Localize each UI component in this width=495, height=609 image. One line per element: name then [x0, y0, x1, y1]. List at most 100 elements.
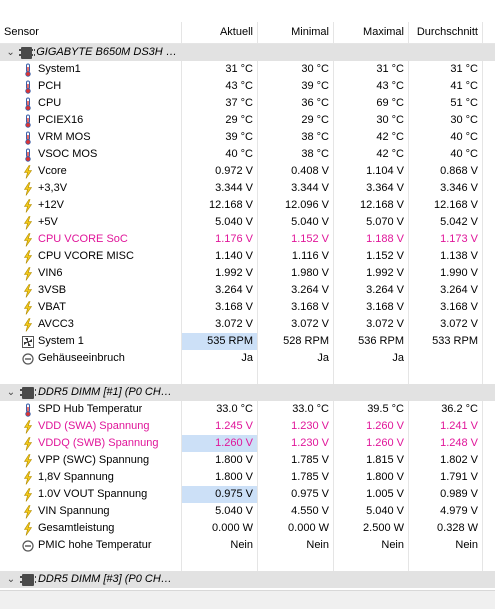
column-header-current[interactable]: Aktuell: [182, 22, 258, 43]
sensor-row[interactable]: CPU 37 °C 36 °C 69 °C 51 °C: [0, 95, 495, 112]
value-average: 1.802 V: [409, 452, 483, 469]
sensor-row[interactable]: 1,8V Spannung 1.800 V 1.785 V 1.800 V 1.791 …: [0, 469, 495, 486]
value-current: 40 °C: [182, 146, 258, 163]
column-header-sensor[interactable]: Sensor: [0, 22, 182, 43]
value-minimum: 4.550 V: [258, 503, 334, 520]
sensor-row[interactable]: Gehäuseeinbruch Ja Ja Ja: [0, 350, 495, 367]
group-empty-cell: [409, 571, 483, 588]
group-empty-cell: [182, 384, 258, 401]
value-minimum: 12.096 V: [258, 197, 334, 214]
sensor-row[interactable]: CPU VCORE MISC 1.140 V 1.116 V 1.152 V 1.138…: [0, 248, 495, 265]
value-maximum: 1.152 V: [334, 248, 409, 265]
sensor-row[interactable]: Gesamtleistung 0.000 W 0.000 W 2.500 W 0.328…: [0, 520, 495, 537]
value-average: 36.2 °C: [409, 401, 483, 418]
value-current: 12.168 V: [182, 197, 258, 214]
column-header-average[interactable]: Durchschnitt: [409, 22, 483, 43]
value-maximum: 69 °C: [334, 95, 409, 112]
horizontal-scrollbar[interactable]: [0, 590, 495, 609]
sensor-name-cell: PMIC hohe Temperatur: [0, 537, 182, 554]
value-maximum: 30 °C: [334, 112, 409, 129]
spacer-cell: [334, 367, 409, 384]
group-empty-cell: [334, 571, 409, 588]
sensor-name-cell: PCH: [0, 78, 182, 95]
spacer-cell: [0, 554, 182, 571]
sensor-label: +3,3V: [38, 182, 68, 194]
sensor-name-cell: CPU VCORE SoC: [0, 231, 182, 248]
group-title: GIGABYTE B650M DS3H (IT...: [36, 46, 177, 58]
sensor-row[interactable]: Vcore 0.972 V 0.408 V 1.104 V 0.868 V: [0, 163, 495, 180]
sensor-name-cell: Gehäuseeinbruch: [0, 350, 182, 367]
group-label-cell: ⌄ DDR5 DIMM [#3] (P0 CHA...: [0, 571, 182, 588]
value-minimum: 1.980 V: [258, 265, 334, 282]
sensor-name-cell: VSOC MOS: [0, 146, 182, 163]
sensor-row[interactable]: VRM MOS 39 °C 38 °C 42 °C 40 °C: [0, 129, 495, 146]
sensor-row[interactable]: VIN Spannung 5.040 V 4.550 V 5.040 V 4.979 V: [0, 503, 495, 520]
value-average: 1.248 V: [409, 435, 483, 452]
value-minimum: 3.072 V: [258, 316, 334, 333]
sensor-group-row[interactable]: ⌄ DDR5 DIMM [#1] (P0 CHA...: [0, 384, 495, 401]
sensor-row[interactable]: PCH 43 °C 39 °C 43 °C 41 °C: [0, 78, 495, 95]
value-minimum: 29 °C: [258, 112, 334, 129]
chevron-down-icon[interactable]: ⌄: [6, 574, 16, 585]
lightning-icon: [22, 266, 34, 281]
sensor-row[interactable]: PCIEX16 29 °C 29 °C 30 °C 30 °C: [0, 112, 495, 129]
sensor-row[interactable]: VIN6 1.992 V 1.980 V 1.992 V 1.990 V: [0, 265, 495, 282]
value-average: 3.346 V: [409, 180, 483, 197]
chip-icon: [19, 386, 36, 399]
sensor-row[interactable]: System 1 535 RPM 528 RPM 536 RPM 533 RPM: [0, 333, 495, 350]
chip-icon: [19, 46, 36, 59]
value-current: 1.260 V: [182, 435, 258, 452]
sensor-row[interactable]: CPU VCORE SoC 1.176 V 1.152 V 1.188 V 1.173 …: [0, 231, 495, 248]
sensor-row[interactable]: SPD Hub Temperatur 33.0 °C 33.0 °C 39.5 °C 3…: [0, 401, 495, 418]
value-current: 1.245 V: [182, 418, 258, 435]
column-header-minimum[interactable]: Minimal: [258, 22, 334, 43]
column-header-row: Sensor Aktuell Minimal Maximal Durchschn…: [0, 22, 495, 44]
sensor-group-row[interactable]: ⌄ DDR5 DIMM [#3] (P0 CHA...: [0, 571, 495, 588]
value-maximum: 1.260 V: [334, 435, 409, 452]
sensor-name-cell: Vcore: [0, 163, 182, 180]
sensor-label: VIN6: [38, 267, 63, 279]
value-minimum: 1.230 V: [258, 435, 334, 452]
sensor-row[interactable]: VDDQ (SWB) Spannung 1.260 V 1.230 V 1.260 V…: [0, 435, 495, 452]
spacer-cell: [182, 554, 258, 571]
sensor-label: VDDQ (SWB) Spannung: [38, 437, 159, 449]
sensor-label: VSOC MOS: [38, 148, 98, 160]
sensor-row[interactable]: PMIC hohe Temperatur Nein Nein Nein Nein: [0, 537, 495, 554]
thermometer-icon: [22, 114, 34, 128]
value-average: 0.868 V: [409, 163, 483, 180]
sensor-name-cell: +3,3V: [0, 180, 182, 197]
sensor-name-cell: +12V: [0, 197, 182, 214]
value-minimum: 5.040 V: [258, 214, 334, 231]
lightning-icon: [22, 215, 34, 230]
chevron-down-icon[interactable]: ⌄: [6, 387, 16, 398]
sensor-row[interactable]: System1 31 °C 30 °C 31 °C 31 °C: [0, 61, 495, 78]
chevron-down-icon[interactable]: ⌄: [6, 47, 15, 58]
spacer-cell: [182, 367, 258, 384]
value-minimum: Ja: [258, 350, 334, 367]
sensor-row[interactable]: +3,3V 3.344 V 3.344 V 3.364 V 3.346 V: [0, 180, 495, 197]
sensor-row[interactable]: VBAT 3.168 V 3.168 V 3.168 V 3.168 V: [0, 299, 495, 316]
value-current: Ja: [182, 350, 258, 367]
value-maximum: 1.260 V: [334, 418, 409, 435]
sensor-label: CPU: [38, 97, 62, 109]
value-average: 40 °C: [409, 129, 483, 146]
sensor-label: CPU VCORE MISC: [38, 250, 134, 262]
value-average: Nein: [409, 537, 483, 554]
sensor-row[interactable]: AVCC3 3.072 V 3.072 V 3.072 V 3.072 V: [0, 316, 495, 333]
group-empty-cell: [409, 44, 483, 61]
value-maximum: 3.364 V: [334, 180, 409, 197]
thermometer-icon: [22, 63, 34, 77]
sensor-name-cell: System1: [0, 61, 182, 78]
sensor-label: VBAT: [38, 301, 66, 313]
column-header-maximum[interactable]: Maximal: [334, 22, 409, 43]
sensor-name-cell: +5V: [0, 214, 182, 231]
sensor-row[interactable]: +12V 12.168 V 12.096 V 12.168 V 12.168 V: [0, 197, 495, 214]
sensor-group-row[interactable]: ⌄ GIGABYTE B650M DS3H (IT...: [0, 44, 495, 61]
sensor-row[interactable]: VSOC MOS 40 °C 38 °C 42 °C 40 °C: [0, 146, 495, 163]
sensor-row[interactable]: +5V 5.040 V 5.040 V 5.070 V 5.042 V: [0, 214, 495, 231]
sensor-row[interactable]: 3VSB 3.264 V 3.264 V 3.264 V 3.264 V: [0, 282, 495, 299]
sensor-label: System 1: [38, 335, 84, 347]
